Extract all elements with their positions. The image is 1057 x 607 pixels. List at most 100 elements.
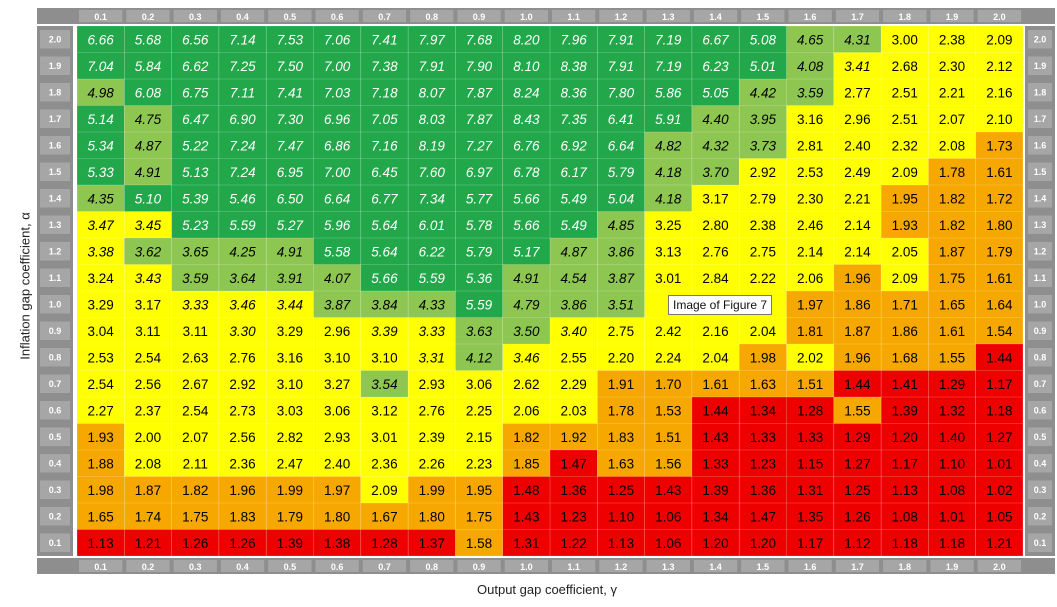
heatmap-cell xyxy=(502,132,550,159)
cell-value: 1.82 xyxy=(182,483,208,498)
y-tick-label-right: 0.1 xyxy=(1034,538,1047,548)
heatmap-cell xyxy=(739,238,787,265)
x-tick-box-top xyxy=(173,10,217,22)
heatmap-cell xyxy=(360,291,409,318)
cell-value: 2.21 xyxy=(939,85,965,100)
cell-value: 2.06 xyxy=(513,403,539,418)
heatmap-cell xyxy=(313,370,361,397)
cell-value: 3.64 xyxy=(229,271,255,286)
cell-value: 1.75 xyxy=(939,271,965,286)
heatmap-cell xyxy=(408,476,456,503)
cell-value: 1.13 xyxy=(892,483,918,498)
y-tick-box-left xyxy=(40,162,70,181)
heatmap-cell xyxy=(881,132,929,159)
y-tick-box-right xyxy=(1028,427,1052,446)
cell-value: 1.96 xyxy=(844,350,870,365)
heatmap-cell xyxy=(833,26,882,53)
heatmap-cell xyxy=(124,238,172,265)
y-tick-box-left xyxy=(40,533,70,552)
heatmap-cell xyxy=(786,158,834,185)
heatmap-cell xyxy=(266,503,314,530)
cell-value: 7.87 xyxy=(466,112,493,127)
cell-value: 7.11 xyxy=(230,85,255,100)
heatmap-cell xyxy=(739,317,787,344)
heatmap-cell xyxy=(218,211,267,238)
cell-value: 2.16 xyxy=(986,85,1012,100)
cell-value: 2.82 xyxy=(277,430,303,445)
cell-value: 6.23 xyxy=(702,59,729,74)
heatmap-cell xyxy=(266,476,314,503)
heatmap-cell xyxy=(975,158,1023,185)
heatmap-cell xyxy=(881,52,929,79)
heatmap-cell xyxy=(928,79,976,106)
cell-value: 6.97 xyxy=(466,165,493,180)
heatmap-cell xyxy=(691,344,740,371)
heatmap-cell xyxy=(928,476,976,503)
cell-value: 6.08 xyxy=(135,85,162,100)
heatmap-cell xyxy=(644,132,692,159)
heatmap-cell xyxy=(77,476,125,503)
heatmap-cell xyxy=(171,476,219,503)
cell-value: 1.92 xyxy=(561,430,587,445)
y-tick-box-right xyxy=(1028,189,1052,208)
cell-value: 5.05 xyxy=(702,85,729,100)
cell-value: 7.30 xyxy=(277,112,304,127)
cell-value: 3.11 xyxy=(135,324,160,339)
heatmap-cell xyxy=(786,105,834,132)
cell-value: 8.07 xyxy=(419,85,446,100)
cell-value: 3.06 xyxy=(466,377,492,392)
heatmap-cell xyxy=(360,450,409,477)
cell-value: 3.86 xyxy=(608,244,635,259)
cell-value: 1.87 xyxy=(844,324,870,339)
y-axis-label: Inflation gap coefficient, α xyxy=(17,212,33,360)
heatmap-cell xyxy=(833,370,882,397)
heatmap-cell xyxy=(218,423,267,450)
cell-value: 1.44 xyxy=(702,403,729,418)
heatmap-cell xyxy=(928,397,976,424)
heatmap-cell xyxy=(928,238,976,265)
x-tick-label-bottom: 0.5 xyxy=(284,562,297,572)
y-tick-box-right xyxy=(1028,533,1052,552)
cell-value: 3.59 xyxy=(797,85,824,100)
heatmap-cell xyxy=(502,158,550,185)
heatmap-cell xyxy=(786,238,834,265)
cell-value: 2.96 xyxy=(324,324,350,339)
heatmap-cell xyxy=(266,264,314,291)
cell-value: 1.43 xyxy=(702,430,728,445)
x-tick-box-top xyxy=(362,10,407,22)
cell-value: 1.65 xyxy=(88,509,114,524)
cell-value: 2.56 xyxy=(135,377,161,392)
cell-value: 1.48 xyxy=(513,483,539,498)
cell-value: 7.47 xyxy=(277,138,304,153)
cell-value: 2.40 xyxy=(844,138,870,153)
cell-value: 2.51 xyxy=(892,85,918,100)
cell-value: 7.24 xyxy=(229,165,255,180)
heatmap-cell xyxy=(455,105,503,132)
heatmap-cell xyxy=(739,185,787,212)
cell-value: 1.73 xyxy=(986,138,1012,153)
heatmap-cell xyxy=(124,291,172,318)
cell-value: 1.91 xyxy=(608,377,634,392)
cell-value: 7.80 xyxy=(608,85,635,100)
x-tick-label-top: 1.6 xyxy=(804,12,817,22)
cell-value: 5.66 xyxy=(513,218,540,233)
cell-value: 2.29 xyxy=(561,377,587,392)
y-tick-box-right xyxy=(1028,109,1052,128)
cell-value: 1.32 xyxy=(939,403,965,418)
heatmap-cell xyxy=(124,211,172,238)
cell-value: 1.20 xyxy=(702,536,728,551)
x-tick-label-bottom: 2.0 xyxy=(993,562,1006,572)
cell-value: 1.22 xyxy=(561,536,587,551)
heatmap-cell xyxy=(502,503,550,530)
heatmap-cell xyxy=(644,423,692,450)
image-tooltip: Image of Figure 7 xyxy=(668,295,773,315)
heatmap-cell xyxy=(455,79,503,106)
cell-value: 1.80 xyxy=(324,509,350,524)
cell-value: 4.18 xyxy=(655,191,682,206)
cell-value: 4.91 xyxy=(513,271,539,286)
heatmap-cell xyxy=(833,264,882,291)
heatmap-cell xyxy=(77,264,125,291)
heatmap-cell xyxy=(313,529,361,556)
heatmap-cell xyxy=(266,450,314,477)
y-tick-box-left xyxy=(40,136,70,155)
